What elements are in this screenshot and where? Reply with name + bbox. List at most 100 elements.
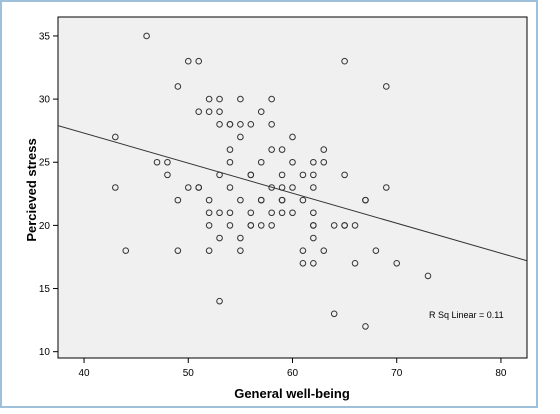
scatter-point — [268, 95, 275, 103]
scatter-point — [226, 158, 234, 166]
plot-area — [57, 16, 528, 359]
scatter-point — [164, 171, 171, 179]
scatter-point — [289, 133, 296, 141]
scatter-point — [299, 171, 307, 179]
y-tick-label: 30 — [39, 95, 51, 106]
scatter-point — [299, 259, 307, 267]
scatter-point — [112, 133, 119, 141]
x-axis-ticks: 40 50 60 70 80 — [78, 358, 507, 379]
scatter-point — [216, 121, 223, 128]
scatter-point — [237, 247, 244, 254]
scatter-point — [257, 108, 265, 116]
x-tick-label: 50 — [183, 368, 195, 379]
scatter-point — [310, 184, 317, 191]
scatter-point — [372, 247, 380, 254]
scatter-point — [268, 146, 275, 153]
scatter-point — [195, 184, 202, 191]
scatter-point — [310, 171, 317, 179]
scatter-point — [289, 209, 296, 217]
scatter-point — [237, 196, 244, 204]
x-tick-label: 70 — [391, 368, 403, 379]
scatter-point — [278, 196, 286, 204]
scatter-point — [205, 247, 213, 254]
scatter-point — [268, 121, 275, 128]
y-axis-ticks: 10 15 20 25 30 35 — [39, 31, 58, 358]
y-tick-label: 35 — [39, 31, 51, 42]
scatter-point — [226, 146, 234, 153]
scatter-point — [278, 171, 286, 179]
scatter-point — [216, 209, 223, 217]
scatter-point — [330, 310, 338, 318]
scatter-point — [278, 146, 286, 153]
scatter-point — [237, 133, 244, 141]
scatter-point — [205, 222, 213, 229]
x-tick-label: 40 — [78, 368, 90, 379]
y-axis-title: Percieved stress — [24, 138, 39, 241]
scatter-point — [237, 121, 244, 128]
scatter-point — [216, 95, 223, 103]
scatter-point — [362, 196, 369, 204]
scatter-point — [247, 222, 255, 229]
scatter-point — [341, 57, 348, 65]
scatter-point — [247, 209, 255, 217]
scatter-point — [257, 196, 265, 204]
fit-line — [57, 125, 528, 262]
scatter-point — [299, 247, 307, 254]
scatter-point — [174, 83, 182, 90]
scatter-point — [362, 323, 369, 330]
scatter-point — [143, 32, 150, 40]
scatter-point — [205, 95, 213, 103]
scatter-point — [393, 259, 401, 267]
x-axis-title: General well-being — [234, 386, 350, 401]
scatter-point — [216, 171, 223, 179]
scatter-point — [216, 297, 223, 305]
scatter-point — [195, 57, 202, 65]
scatter-point — [257, 158, 265, 166]
scatter-point — [351, 222, 359, 229]
scatter-point — [226, 222, 234, 229]
scatter-point — [268, 209, 275, 217]
scatter-point — [216, 234, 223, 242]
scatter-point — [320, 158, 328, 166]
scatter-point — [174, 196, 182, 204]
data-points — [112, 32, 432, 330]
scatter-point — [310, 222, 317, 229]
scatter-point — [122, 247, 130, 254]
y-tick-label: 15 — [39, 284, 51, 295]
scatter-point — [299, 196, 307, 204]
scatter-point — [268, 222, 275, 229]
scatter-point — [205, 209, 213, 217]
scatter-point — [278, 209, 286, 217]
scatter-point — [310, 259, 317, 267]
scatter-point — [153, 158, 161, 166]
scatter-point — [310, 234, 317, 242]
scatter-point — [112, 184, 119, 191]
scatter-point — [226, 121, 234, 128]
scatter-point — [424, 272, 432, 280]
x-tick-label: 60 — [287, 368, 299, 379]
scatter-point — [289, 158, 296, 166]
scatter-point — [257, 222, 265, 229]
scatter-point — [216, 108, 223, 116]
scatter-point — [320, 146, 328, 153]
scatter-point — [205, 196, 213, 204]
scatter-point — [383, 184, 390, 191]
y-tick-label: 25 — [39, 158, 51, 169]
scatter-point — [184, 57, 192, 65]
scatter-point — [330, 222, 338, 229]
scatter-point — [226, 209, 234, 217]
scatter-point — [184, 184, 192, 191]
y-tick-label: 10 — [39, 347, 51, 358]
scatter-point — [351, 259, 359, 267]
x-tick-label: 80 — [495, 368, 507, 379]
scatter-point — [310, 209, 317, 217]
scatter-point — [341, 171, 348, 179]
scatter-point — [268, 184, 275, 191]
scatter-point — [278, 184, 286, 191]
scatter-point — [205, 108, 213, 116]
scatter-point — [247, 121, 255, 128]
y-tick-label: 20 — [39, 221, 51, 232]
scatter-point — [289, 184, 296, 191]
